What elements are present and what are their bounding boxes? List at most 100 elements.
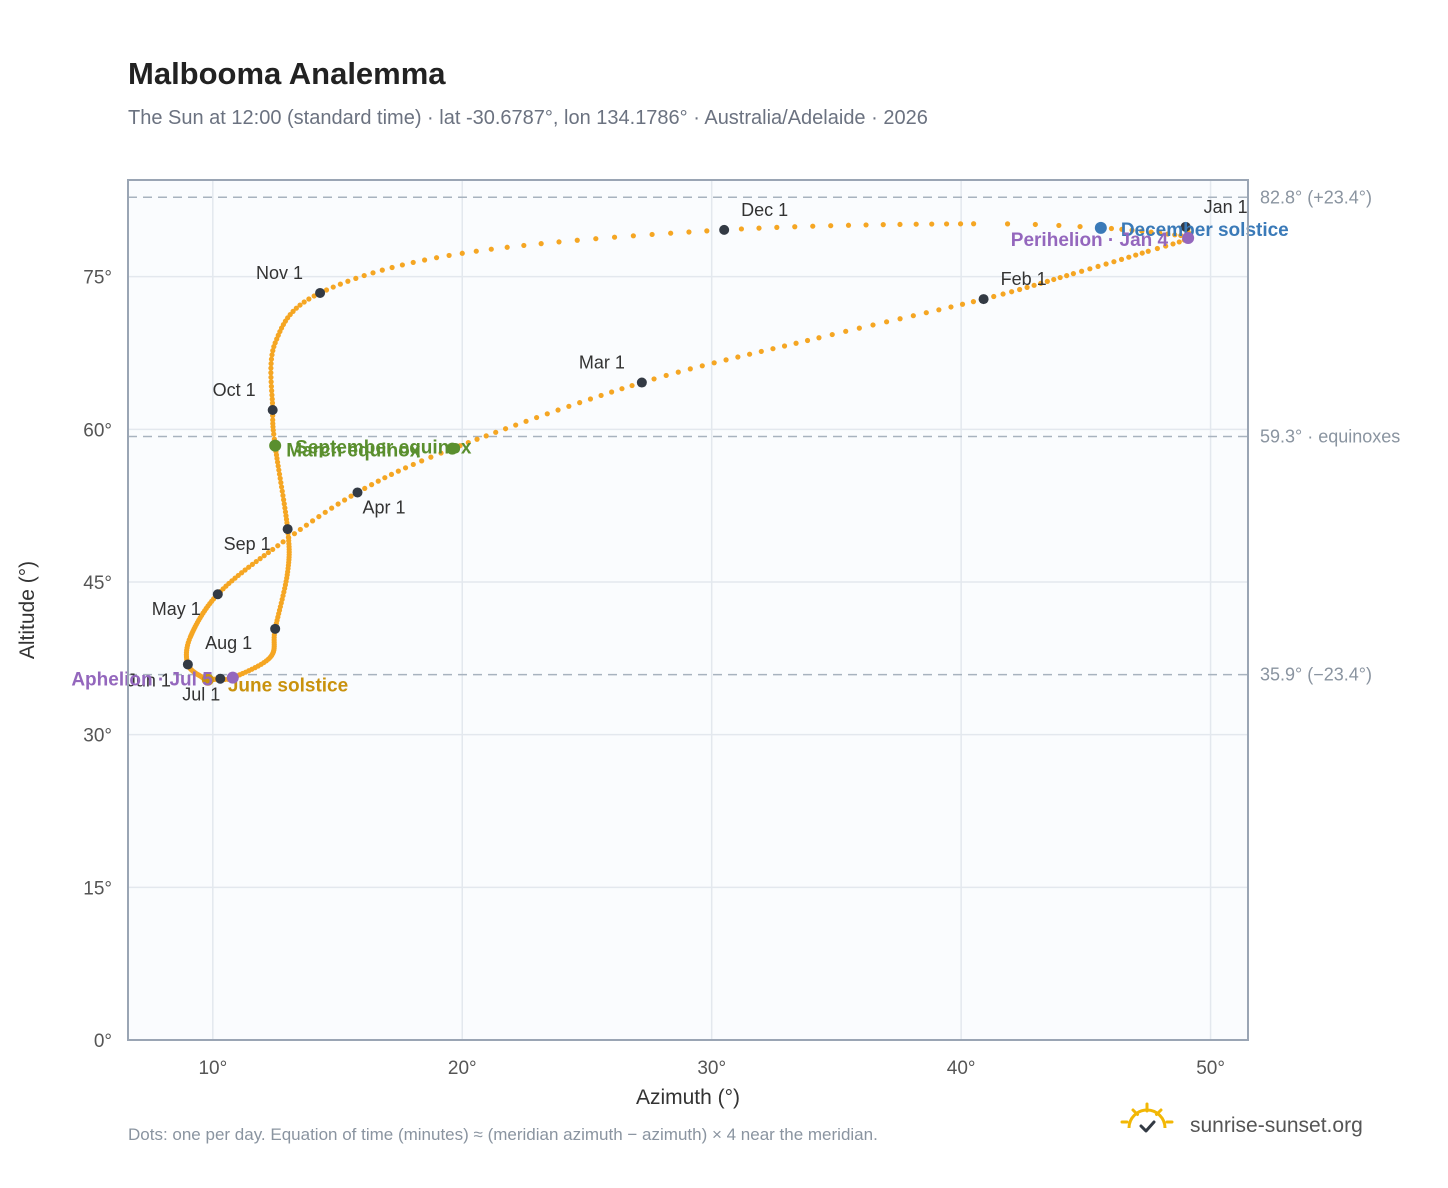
month-marker: [978, 294, 989, 305]
month-label: Apr 1: [362, 497, 405, 517]
event-label: December solstice: [1121, 220, 1289, 241]
day-dot: [991, 293, 997, 300]
day-dot: [341, 497, 348, 503]
day-dot: [268, 370, 274, 376]
event-label: Aphelion · Jul 5: [71, 670, 213, 691]
x-axis-ticks: 10° 20° 30° 40° 50°: [198, 1058, 1225, 1079]
day-dot: [1163, 243, 1169, 249]
y-tick-label: 75°: [83, 268, 112, 289]
day-dot: [465, 439, 471, 446]
event-marker: [201, 673, 214, 686]
day-dot: [948, 304, 954, 310]
day-dot: [829, 331, 835, 338]
day-dot: [577, 400, 583, 406]
day-dot: [265, 549, 271, 556]
day-dot: [959, 301, 966, 307]
day-dot: [1009, 289, 1015, 295]
day-dot: [276, 471, 283, 477]
reference-label: 82.8° (+23.4°): [1260, 187, 1372, 207]
day-dot: [293, 305, 299, 311]
y-tick-label: 30°: [83, 726, 112, 747]
day-dot: [1032, 221, 1038, 228]
day-dot: [1079, 268, 1085, 274]
day-dot: [668, 230, 674, 236]
y-axis-ticks: 0° 15° 30° 45° 60° 75°: [83, 268, 112, 1052]
day-dot: [433, 255, 440, 261]
day-dot: [663, 372, 669, 379]
day-dot: [410, 259, 416, 266]
day-dot: [388, 471, 395, 478]
day-dot: [421, 257, 428, 263]
chart-title: Malbooma Analemma: [128, 56, 446, 91]
day-dot: [1139, 250, 1145, 256]
day-dot: [268, 361, 274, 367]
day-dot: [483, 433, 489, 439]
day-dot: [457, 443, 463, 449]
day-dot: [379, 267, 385, 273]
month-marker: [212, 589, 223, 600]
day-dot: [1139, 228, 1145, 234]
month-label: Mar 1: [579, 353, 625, 373]
day-dot: [269, 392, 275, 398]
event-label: Perihelion · Jan 4: [1011, 230, 1169, 251]
day-dot: [269, 396, 275, 402]
event-marker: [226, 671, 239, 684]
day-dot: [329, 505, 335, 511]
month-label: Feb 1: [1001, 269, 1047, 289]
month-marker: [1180, 221, 1191, 232]
month-label: Sep 1: [224, 534, 271, 554]
day-dot: [970, 299, 977, 305]
day-dot: [611, 234, 618, 240]
day-dot: [353, 275, 359, 281]
day-dot: [270, 546, 276, 553]
day-dot: [382, 475, 388, 481]
day-dot: [738, 226, 745, 232]
day-dot: [957, 221, 964, 227]
day-dot: [297, 302, 303, 308]
day-dot: [1145, 248, 1151, 254]
day-dot: [609, 389, 615, 395]
day-dot: [290, 308, 296, 314]
day-dot: [257, 556, 263, 562]
month-marker: [719, 224, 730, 235]
day-dot: [268, 356, 275, 362]
day-dot: [474, 436, 480, 442]
x-tick-label: 30°: [697, 1058, 726, 1079]
day-dot: [747, 351, 753, 357]
month-marker: [182, 659, 193, 670]
day-dot: [280, 539, 286, 545]
month-marker: [267, 405, 278, 416]
y-tick-label: 0°: [94, 1031, 112, 1052]
day-dot: [488, 246, 494, 252]
day-dot: [513, 422, 519, 428]
day-dot: [910, 313, 916, 319]
day-dot: [291, 531, 298, 537]
day-dot: [309, 518, 316, 524]
day-dot: [330, 284, 336, 290]
x-tick-label: 50°: [1196, 1058, 1225, 1079]
day-dot: [282, 505, 288, 511]
day-dot: [574, 237, 580, 243]
day-dot: [1000, 291, 1006, 297]
footnote: Dots: one per day. Equation of time (min…: [128, 1125, 878, 1144]
day-dot: [278, 480, 284, 486]
day-dot: [1129, 227, 1135, 233]
day-dot: [337, 281, 343, 287]
month-label: May 1: [152, 599, 201, 619]
month-label: Jun 1: [127, 670, 171, 690]
day-dot: [1108, 225, 1115, 232]
month-marker: [352, 487, 363, 498]
day-dot: [269, 400, 276, 406]
day-dot: [399, 262, 405, 268]
day-dot: [271, 431, 277, 437]
x-axis-title: Azimuth (°): [636, 1086, 740, 1109]
day-dot: [936, 307, 942, 313]
y-axis-title: Altitude (°): [16, 561, 39, 659]
day-dot: [1044, 278, 1050, 284]
month-marker: [636, 377, 647, 388]
day-dot: [446, 252, 452, 259]
day-dot: [268, 379, 274, 385]
day-dot: [544, 411, 550, 417]
day-dot: [723, 357, 729, 363]
